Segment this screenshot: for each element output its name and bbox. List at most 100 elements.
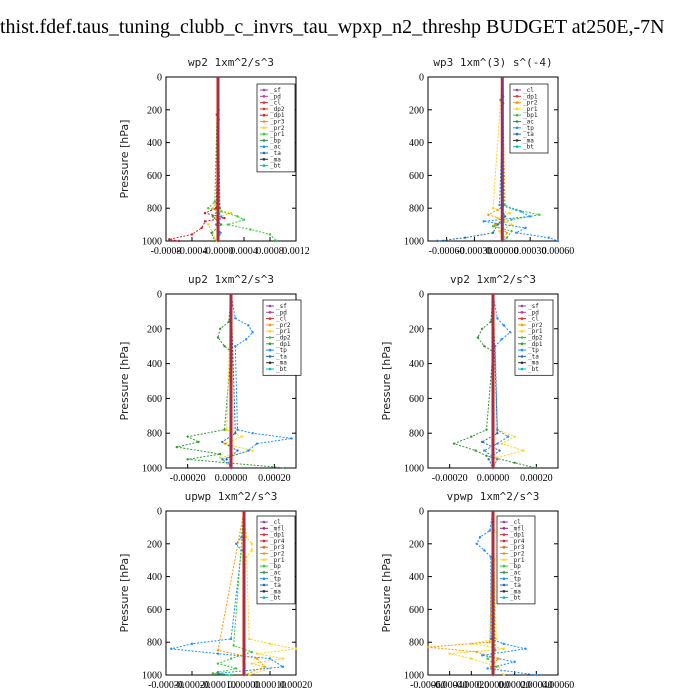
series-point	[248, 637, 251, 641]
series-point	[232, 644, 235, 647]
legend-marker	[502, 577, 506, 580]
series-line_pr2	[207, 76, 233, 242]
legend-marker	[502, 552, 506, 555]
series-point	[483, 345, 486, 348]
legend-label: _ta	[270, 150, 281, 157]
series-point	[500, 442, 503, 445]
series-point	[235, 542, 238, 545]
legend-label: _dp1	[270, 112, 285, 119]
series-point	[186, 458, 189, 461]
series-point	[448, 652, 451, 655]
legend-marker	[502, 596, 506, 599]
legend-marker	[502, 583, 506, 587]
legend-marker	[262, 113, 266, 117]
series-point	[547, 236, 550, 239]
legend-label: _dp2	[528, 335, 543, 342]
series-point	[495, 665, 498, 668]
plot-panel-0: wp2 1xm^2/s^3 Pressure [hPa] 0 200 400 600 800…	[118, 56, 310, 257]
legend-label: _ma	[528, 360, 539, 367]
series-point	[496, 456, 499, 459]
series-point	[503, 215, 507, 218]
series-point	[218, 456, 222, 459]
plot-title: wp2 1xm^2/s^3	[188, 56, 274, 69]
legend-label: _pr2	[270, 551, 285, 558]
series-point	[247, 324, 250, 327]
y-tick-label: 0	[157, 507, 162, 518]
legend-marker	[262, 564, 266, 568]
series-point	[227, 320, 231, 324]
y-tick-label: 800	[409, 638, 424, 649]
y-axis-label: Pressure [hPa]	[380, 554, 393, 633]
legend-label: _ta	[270, 582, 281, 589]
x-tick-label: -0.00060	[410, 680, 446, 691]
series-point	[250, 549, 253, 552]
legend-marker	[268, 329, 272, 333]
y-tick-label: 600	[147, 171, 162, 182]
series-point	[470, 642, 473, 646]
legend-marker	[502, 558, 506, 562]
series-point	[491, 207, 495, 210]
series-point	[240, 435, 244, 438]
series-point	[255, 657, 259, 660]
series-point	[508, 211, 511, 215]
x-tick-label: 0.00060	[542, 246, 575, 257]
series-point	[498, 203, 501, 207]
legend-label: _bt	[270, 163, 281, 170]
legend-marker	[262, 145, 266, 148]
series-point	[234, 432, 237, 435]
legend-marker	[520, 348, 524, 352]
y-tick-label: 1000	[142, 464, 162, 475]
plot-frame	[427, 76, 559, 242]
series-point	[247, 449, 250, 452]
plot-title: up2 1xm^2/s^3	[188, 273, 274, 286]
series-point	[234, 345, 237, 348]
legend-marker	[502, 533, 506, 536]
series-point	[510, 229, 513, 233]
y-tick-label: 0	[157, 290, 162, 301]
legend-label: _pr1	[523, 106, 538, 113]
series-point	[482, 220, 485, 223]
series-point	[218, 452, 222, 456]
series-point	[493, 649, 497, 652]
series-point	[500, 338, 503, 341]
series-point	[197, 440, 200, 444]
series-point	[263, 665, 266, 668]
series-point	[513, 435, 516, 438]
legend-label: _cl	[510, 519, 521, 526]
y-tick-label: 800	[147, 429, 162, 440]
x-tick-label: 0.00010	[254, 680, 287, 691]
series-point	[251, 331, 254, 334]
y-tick-label: 200	[409, 105, 424, 116]
series-point	[216, 662, 220, 665]
legend-marker	[262, 164, 266, 167]
legend-marker	[520, 367, 524, 371]
series-point	[480, 327, 484, 330]
series-point	[229, 673, 233, 677]
series-point	[213, 200, 216, 203]
series-point	[249, 228, 252, 231]
series-point	[476, 336, 480, 339]
series-line_ta	[221, 293, 239, 469]
series-point	[495, 637, 498, 641]
legend-label: _bt	[276, 366, 287, 373]
y-tick-label: 200	[409, 539, 424, 550]
legend-label: _dp1	[276, 341, 291, 348]
series-point	[556, 239, 560, 243]
series-line_tp	[483, 293, 512, 469]
series-point	[218, 327, 222, 330]
series-point	[513, 461, 516, 464]
x-tick-label: 0.0008	[256, 246, 284, 257]
series-point	[234, 317, 237, 320]
y-tick-label: 1000	[142, 237, 162, 248]
legend-marker	[262, 590, 266, 593]
x-tick-label: -0.00020	[174, 680, 210, 691]
legend-marker	[520, 361, 524, 365]
legend-label: _ma	[523, 137, 534, 144]
legend-marker	[268, 304, 272, 308]
series-point	[236, 215, 239, 218]
legend-label: _pr2	[276, 322, 291, 329]
x-tick-label: 0.00030	[514, 246, 547, 257]
legend-marker	[262, 527, 266, 530]
legend-marker	[262, 577, 266, 580]
y-tick-label: 800	[147, 638, 162, 649]
